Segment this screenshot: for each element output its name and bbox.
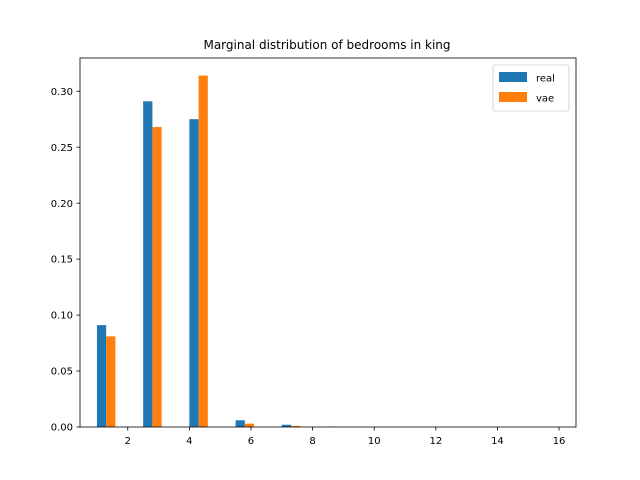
x-tick-label: 8	[309, 436, 315, 447]
y-tick-label: 0.30	[51, 87, 73, 98]
plot-area	[96, 75, 384, 428]
y-tick-label: 0.20	[51, 199, 73, 210]
x-tick-label: 4	[186, 436, 192, 447]
x-tick-label: 10	[368, 436, 381, 447]
legend-label-real: real	[536, 74, 555, 85]
axes: 2 4 6 8 10 12 14 16 0.00 0.05 0.10 0.15 0.20 0.25 0.30	[51, 57, 577, 447]
chart-title: Marginal distribution of bedrooms in kin…	[203, 38, 450, 52]
y-tick-label: 0.25	[51, 143, 73, 154]
bar-real-1	[143, 101, 153, 427]
bar-vae-3	[244, 423, 255, 427]
bar-real-0	[96, 325, 107, 427]
legend-swatch-real	[499, 72, 527, 82]
bar-vae-0	[106, 336, 116, 427]
y-tick-label: 0.10	[51, 311, 73, 322]
x-tick-label: 6	[248, 436, 254, 447]
legend: real vae	[492, 64, 570, 112]
y-tick-label: 0.15	[51, 255, 73, 266]
x-tick-label: 12	[429, 436, 442, 447]
y-tick-label: 0.05	[51, 367, 73, 378]
bar-real-2	[189, 119, 199, 427]
axes-frame	[79, 57, 577, 428]
bar-real-4	[281, 424, 292, 427]
bar-real-3	[235, 420, 245, 427]
bar-vae-1	[152, 127, 162, 427]
legend-label-vae: vae	[536, 94, 554, 105]
x-tick-label: 2	[125, 436, 131, 447]
x-tick-label: 14	[491, 436, 504, 447]
legend-swatch-vae	[499, 92, 527, 102]
bar-vae-2	[198, 75, 208, 428]
y-tick-label: 0.00	[51, 423, 73, 434]
legend-box	[492, 64, 570, 112]
bar-vae-4	[291, 425, 301, 427]
x-tick-label: 16	[553, 436, 566, 447]
